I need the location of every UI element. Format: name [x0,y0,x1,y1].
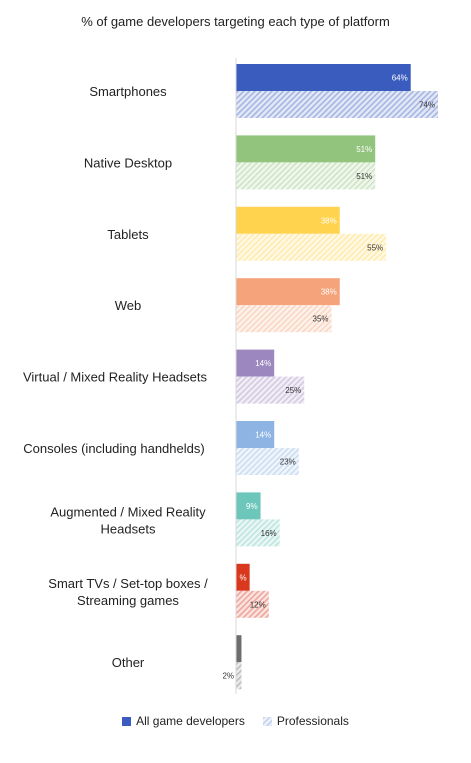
value-label-professionals-smartphones: 74% [419,101,435,110]
legend: All game developers Professionals [0,714,471,728]
bar-all-native-desktop [236,135,376,163]
value-label-all-virtual-mixed-reality-headsets: 14% [255,359,271,368]
category-label-other: Other [112,655,145,670]
category-label-consoles-including-handhelds: Consoles (including handhelds) [23,441,204,456]
bar-professionals-web [236,305,332,333]
value-label-all-native-desktop: 51% [356,145,372,154]
bar-professionals-other [236,662,242,690]
bar-all-virtual-mixed-reality-headsets [236,349,275,377]
value-label-professionals-virtual-mixed-reality-headsets: 25% [285,386,301,395]
bar-all-consoles-including-handhelds [236,421,275,448]
category-label-tablets: Tablets [107,227,149,242]
value-label-professionals-augmented-mixed-reality-headsets: 16% [261,529,277,538]
value-label-professionals-web: 35% [313,315,329,324]
value-label-all-consoles-including-handhelds: 14% [255,431,271,440]
legend-swatch-solid [122,716,132,726]
bar-professionals-native-desktop [236,162,376,190]
value-label-professionals-other: 2% [222,672,234,681]
category-label-smart-tvs-set-top-boxes-streaming-games: Smart TVs / Set-top boxes / Streaming gam… [48,576,208,608]
value-label-all-augmented-mixed-reality-headsets: 9% [246,502,258,511]
value-label-professionals-tablets: 55% [367,243,383,252]
bar-all-augmented-mixed-reality-headsets [236,492,261,520]
value-label-all-tablets: 38% [321,216,337,225]
category-label-web: Web [115,298,142,313]
bar-professionals-smartphones [236,91,439,118]
bar-professionals-smart-tvs-set-top-boxes-streaming-games [236,590,269,618]
bar-all-smartphones [236,64,411,91]
bar-professionals-virtual-mixed-reality-headsets [236,376,305,404]
value-label-professionals-smart-tvs-set-top-boxes-streaming-games: 12% [250,600,266,609]
legend-item-professionals: Professionals [262,714,349,728]
bar-all-tablets [236,206,340,234]
legend-swatch-patterned [262,716,272,726]
legend-label-professionals: Professionals [276,714,349,728]
category-label-smartphones: Smartphones [89,84,167,99]
bar-professionals-augmented-mixed-reality-headsets [236,519,280,547]
legend-label-all-game-developers: All game developers [136,714,245,728]
category-label-augmented-mixed-reality-headsets: Augmented / Mixed Reality Headsets [50,504,206,536]
value-label-all-web: 38% [321,288,337,297]
legend-item-all-game-developers: All game developers [122,714,245,728]
category-label-native-desktop: Native Desktop [84,155,172,170]
bar-professionals-consoles-including-handhelds [236,448,299,475]
value-label-professionals-native-desktop: 51% [356,172,372,181]
value-label-all-smartphones: 64% [392,74,408,83]
value-label-all-smart-tvs-set-top-boxes-streaming-games: % [240,573,247,582]
bar-professionals-tablets [236,233,387,261]
bar-all-other [236,635,242,663]
category-label-virtual-mixed-reality-headsets: Virtual / Mixed Reality Headsets [23,370,208,385]
bar-all-smart-tvs-set-top-boxes-streaming-games [236,563,250,591]
bar-all-web [236,278,340,306]
chart-title: % of game developers targeting each type… [81,14,390,29]
value-label-professionals-consoles-including-handhelds: 23% [280,458,296,467]
